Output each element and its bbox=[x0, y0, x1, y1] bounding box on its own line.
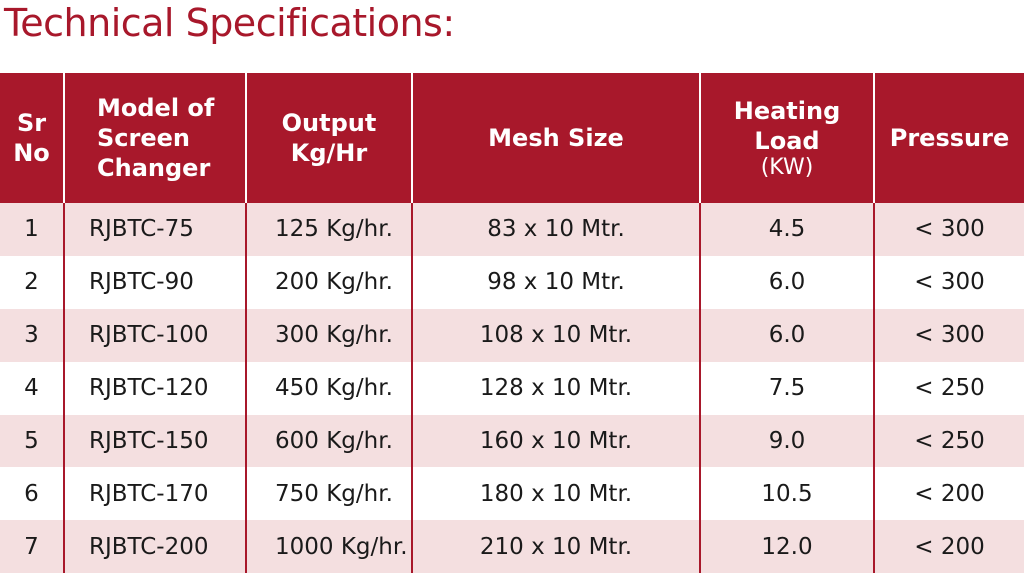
header-model: Model of Screen Changer bbox=[63, 73, 247, 203]
cell-load: 6.0 bbox=[699, 308, 874, 362]
cell-output: 125 Kg/hr. bbox=[245, 203, 412, 256]
cell-output: 200 Kg/hr. bbox=[245, 255, 412, 309]
table-row: 6 RJBTC-170 750 Kg/hr. 180 x 10 Mtr. 10.… bbox=[0, 467, 1024, 521]
cell-mesh: 83 x 10 Mtr. bbox=[411, 203, 700, 256]
cell-load: 7.5 bbox=[699, 361, 874, 415]
cell-output: 600 Kg/hr. bbox=[245, 414, 412, 468]
cell-sr: 2 bbox=[0, 255, 64, 309]
cell-output: 750 Kg/hr. bbox=[245, 467, 412, 521]
cell-sr: 3 bbox=[0, 308, 64, 362]
cell-output: 1000 Kg/hr. bbox=[245, 520, 412, 574]
cell-pressure: < 300 bbox=[873, 203, 1024, 256]
cell-model: RJBTC-120 bbox=[63, 361, 246, 415]
header-pressure: Pressure bbox=[873, 73, 1024, 203]
header-text: No bbox=[13, 139, 50, 167]
header-text: Heating bbox=[733, 97, 841, 125]
cell-output: 300 Kg/hr. bbox=[245, 308, 412, 362]
header-heating-load: Heating Load (KW) bbox=[699, 73, 875, 203]
table-row: 5 RJBTC-150 600 Kg/hr. 160 x 10 Mtr. 9.0… bbox=[0, 414, 1024, 468]
table-row: 7 RJBTC-200 1000 Kg/hr. 210 x 10 Mtr. 12… bbox=[0, 520, 1024, 574]
cell-model: RJBTC-200 bbox=[63, 520, 246, 574]
table-row: 4 RJBTC-120 450 Kg/hr. 128 x 10 Mtr. 7.5… bbox=[0, 361, 1024, 415]
cell-load: 10.5 bbox=[699, 467, 874, 521]
cell-load: 6.0 bbox=[699, 255, 874, 309]
cell-load: 12.0 bbox=[699, 520, 874, 574]
table-row: 1 RJBTC-75 125 Kg/hr. 83 x 10 Mtr. 4.5 <… bbox=[0, 203, 1024, 256]
cell-sr: 4 bbox=[0, 361, 64, 415]
spec-table: Sr No Model of Screen Changer Output Kg/… bbox=[0, 73, 1024, 574]
header-text: Model of bbox=[97, 94, 215, 122]
cell-model: RJBTC-75 bbox=[63, 203, 246, 256]
cell-mesh: 210 x 10 Mtr. bbox=[411, 520, 700, 574]
cell-model: RJBTC-100 bbox=[63, 308, 246, 362]
cell-sr: 5 bbox=[0, 414, 64, 468]
cell-mesh: 128 x 10 Mtr. bbox=[411, 361, 700, 415]
page-title: Technical Specifications: bbox=[4, 1, 455, 45]
cell-output: 450 Kg/hr. bbox=[245, 361, 412, 415]
cell-mesh: 180 x 10 Mtr. bbox=[411, 467, 700, 521]
cell-sr: 7 bbox=[0, 520, 64, 574]
header-mesh-size: Mesh Size bbox=[411, 73, 701, 203]
header-sr-no: Sr No bbox=[0, 73, 65, 203]
cell-pressure: < 250 bbox=[873, 361, 1024, 415]
header-text: Screen bbox=[97, 124, 190, 152]
cell-pressure: < 300 bbox=[873, 255, 1024, 309]
cell-model: RJBTC-150 bbox=[63, 414, 246, 468]
header-text: Output bbox=[281, 109, 377, 137]
header-unit: (KW) bbox=[760, 155, 814, 180]
cell-sr: 6 bbox=[0, 467, 64, 521]
cell-load: 9.0 bbox=[699, 414, 874, 468]
cell-mesh: 98 x 10 Mtr. bbox=[411, 255, 700, 309]
cell-pressure: < 300 bbox=[873, 308, 1024, 362]
cell-mesh: 108 x 10 Mtr. bbox=[411, 308, 700, 362]
header-text: Kg/Hr bbox=[290, 139, 368, 167]
cell-mesh: 160 x 10 Mtr. bbox=[411, 414, 700, 468]
cell-model: RJBTC-90 bbox=[63, 255, 246, 309]
header-text: Sr bbox=[16, 109, 47, 137]
header-text: Load bbox=[754, 127, 820, 155]
cell-sr: 1 bbox=[0, 203, 64, 256]
cell-pressure: < 250 bbox=[873, 414, 1024, 468]
header-output: Output Kg/Hr bbox=[245, 73, 413, 203]
cell-model: RJBTC-170 bbox=[63, 467, 246, 521]
table-row: 3 RJBTC-100 300 Kg/hr. 108 x 10 Mtr. 6.0… bbox=[0, 308, 1024, 362]
cell-pressure: < 200 bbox=[873, 520, 1024, 574]
header-row: Sr No Model of Screen Changer Output Kg/… bbox=[0, 73, 1024, 203]
cell-load: 4.5 bbox=[699, 203, 874, 256]
table-row: 2 RJBTC-90 200 Kg/hr. 98 x 10 Mtr. 6.0 <… bbox=[0, 255, 1024, 309]
header-text: Changer bbox=[97, 154, 211, 182]
cell-pressure: < 200 bbox=[873, 467, 1024, 521]
